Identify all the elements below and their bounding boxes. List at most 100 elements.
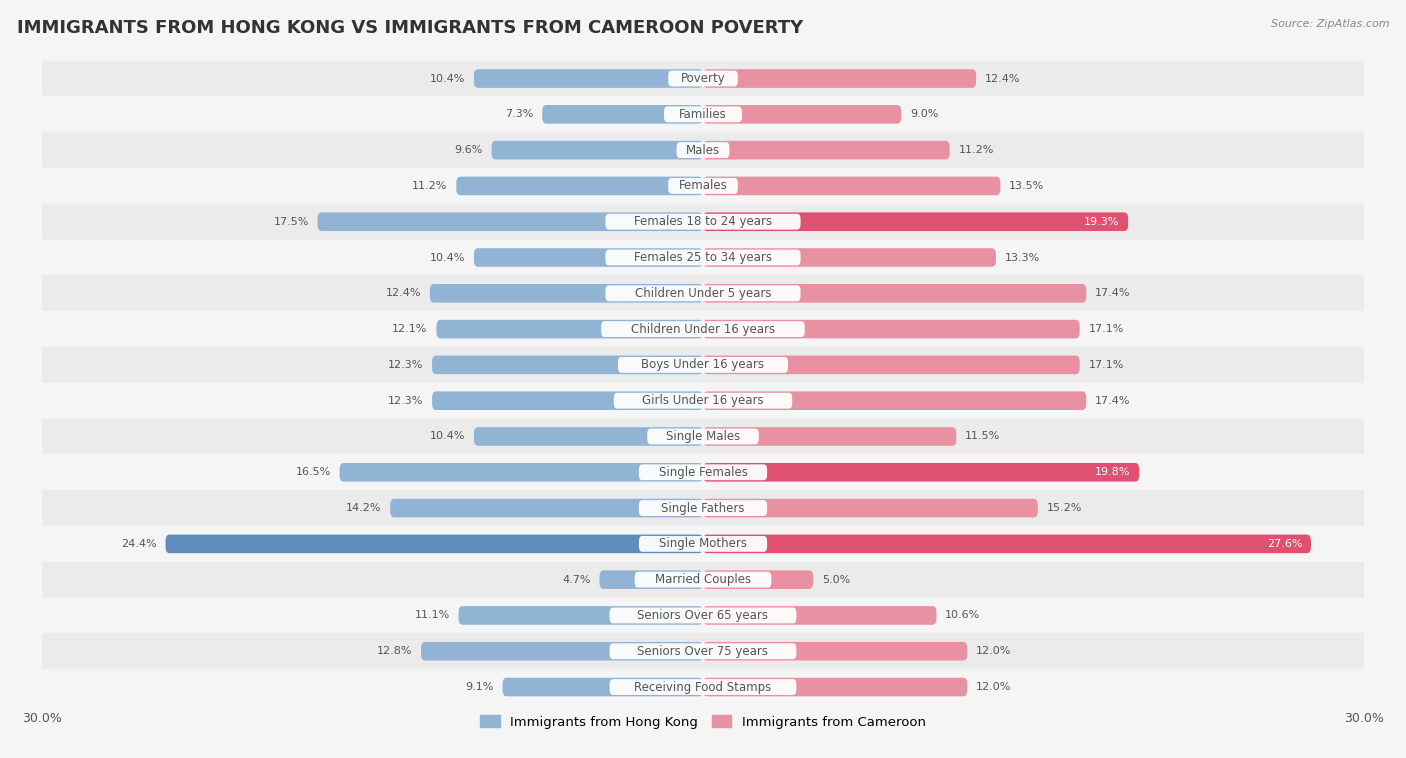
FancyBboxPatch shape [703, 177, 1001, 196]
Text: Females 25 to 34 years: Females 25 to 34 years [634, 251, 772, 264]
Text: Seniors Over 65 years: Seniors Over 65 years [637, 609, 769, 622]
Text: Single Females: Single Females [658, 465, 748, 479]
Text: 24.4%: 24.4% [121, 539, 156, 549]
Text: 17.4%: 17.4% [1095, 396, 1130, 406]
Text: 12.1%: 12.1% [392, 324, 427, 334]
Text: 11.2%: 11.2% [959, 145, 994, 155]
FancyBboxPatch shape [703, 642, 967, 660]
FancyBboxPatch shape [318, 212, 703, 231]
Bar [42, 669, 1364, 705]
Text: 17.4%: 17.4% [1095, 288, 1130, 299]
FancyBboxPatch shape [703, 320, 1080, 338]
Text: 12.4%: 12.4% [986, 74, 1021, 83]
Text: 9.6%: 9.6% [454, 145, 482, 155]
Text: 5.0%: 5.0% [823, 575, 851, 584]
FancyBboxPatch shape [619, 357, 787, 373]
Text: Females 18 to 24 years: Females 18 to 24 years [634, 215, 772, 228]
Bar [42, 347, 1364, 383]
FancyBboxPatch shape [610, 644, 796, 659]
Text: 12.8%: 12.8% [377, 647, 412, 656]
Text: Seniors Over 75 years: Seniors Over 75 years [637, 645, 769, 658]
Bar [42, 168, 1364, 204]
FancyBboxPatch shape [703, 678, 967, 697]
Text: 16.5%: 16.5% [295, 467, 330, 478]
FancyBboxPatch shape [432, 356, 703, 374]
Text: 7.3%: 7.3% [505, 109, 533, 119]
Text: 11.5%: 11.5% [965, 431, 1001, 441]
Text: Children Under 5 years: Children Under 5 years [634, 287, 772, 300]
FancyBboxPatch shape [703, 105, 901, 124]
Text: 10.4%: 10.4% [430, 431, 465, 441]
Bar [42, 562, 1364, 597]
FancyBboxPatch shape [668, 70, 738, 86]
Bar [42, 454, 1364, 490]
FancyBboxPatch shape [492, 141, 703, 159]
Text: 17.5%: 17.5% [273, 217, 309, 227]
Text: 13.5%: 13.5% [1010, 181, 1045, 191]
Text: Married Couples: Married Couples [655, 573, 751, 586]
FancyBboxPatch shape [668, 178, 738, 194]
Text: 12.0%: 12.0% [976, 647, 1011, 656]
Text: 17.1%: 17.1% [1088, 360, 1123, 370]
Bar [42, 61, 1364, 96]
Text: Source: ZipAtlas.com: Source: ZipAtlas.com [1271, 19, 1389, 29]
Text: 19.3%: 19.3% [1084, 217, 1119, 227]
FancyBboxPatch shape [703, 570, 813, 589]
Text: IMMIGRANTS FROM HONG KONG VS IMMIGRANTS FROM CAMEROON POVERTY: IMMIGRANTS FROM HONG KONG VS IMMIGRANTS … [17, 19, 803, 37]
FancyBboxPatch shape [457, 177, 703, 196]
Text: 11.1%: 11.1% [415, 610, 450, 621]
Text: Children Under 16 years: Children Under 16 years [631, 323, 775, 336]
FancyBboxPatch shape [638, 465, 768, 480]
Text: 4.7%: 4.7% [562, 575, 591, 584]
FancyBboxPatch shape [703, 499, 1038, 518]
Bar [42, 312, 1364, 347]
Bar [42, 526, 1364, 562]
Bar [42, 490, 1364, 526]
FancyBboxPatch shape [474, 248, 703, 267]
FancyBboxPatch shape [703, 284, 1087, 302]
FancyBboxPatch shape [703, 69, 976, 88]
Text: Single Males: Single Males [666, 430, 740, 443]
Text: 12.4%: 12.4% [385, 288, 420, 299]
Text: Girls Under 16 years: Girls Under 16 years [643, 394, 763, 407]
Text: Families: Families [679, 108, 727, 121]
Bar [42, 96, 1364, 132]
FancyBboxPatch shape [703, 428, 956, 446]
FancyBboxPatch shape [420, 642, 703, 660]
Text: Single Mothers: Single Mothers [659, 537, 747, 550]
FancyBboxPatch shape [610, 608, 796, 623]
FancyBboxPatch shape [436, 320, 703, 338]
Text: Females: Females [679, 180, 727, 193]
Text: 19.8%: 19.8% [1095, 467, 1130, 478]
FancyBboxPatch shape [703, 212, 1128, 231]
FancyBboxPatch shape [614, 393, 792, 409]
Text: 10.4%: 10.4% [430, 74, 465, 83]
Text: 11.2%: 11.2% [412, 181, 447, 191]
FancyBboxPatch shape [610, 679, 796, 695]
FancyBboxPatch shape [391, 499, 703, 518]
FancyBboxPatch shape [703, 356, 1080, 374]
FancyBboxPatch shape [458, 606, 703, 625]
FancyBboxPatch shape [606, 286, 800, 301]
FancyBboxPatch shape [474, 428, 703, 446]
FancyBboxPatch shape [430, 284, 703, 302]
Text: Boys Under 16 years: Boys Under 16 years [641, 359, 765, 371]
FancyBboxPatch shape [474, 69, 703, 88]
Text: Receiving Food Stamps: Receiving Food Stamps [634, 681, 772, 694]
Text: 9.0%: 9.0% [910, 109, 938, 119]
Bar [42, 132, 1364, 168]
FancyBboxPatch shape [703, 141, 949, 159]
FancyBboxPatch shape [606, 214, 800, 230]
FancyBboxPatch shape [676, 143, 730, 158]
Text: Single Fathers: Single Fathers [661, 502, 745, 515]
FancyBboxPatch shape [703, 606, 936, 625]
Text: 10.4%: 10.4% [430, 252, 465, 262]
Text: 27.6%: 27.6% [1267, 539, 1302, 549]
FancyBboxPatch shape [638, 536, 768, 552]
FancyBboxPatch shape [703, 534, 1310, 553]
Bar [42, 240, 1364, 275]
FancyBboxPatch shape [166, 534, 703, 553]
Text: 12.3%: 12.3% [388, 360, 423, 370]
Text: 17.1%: 17.1% [1088, 324, 1123, 334]
FancyBboxPatch shape [543, 105, 703, 124]
